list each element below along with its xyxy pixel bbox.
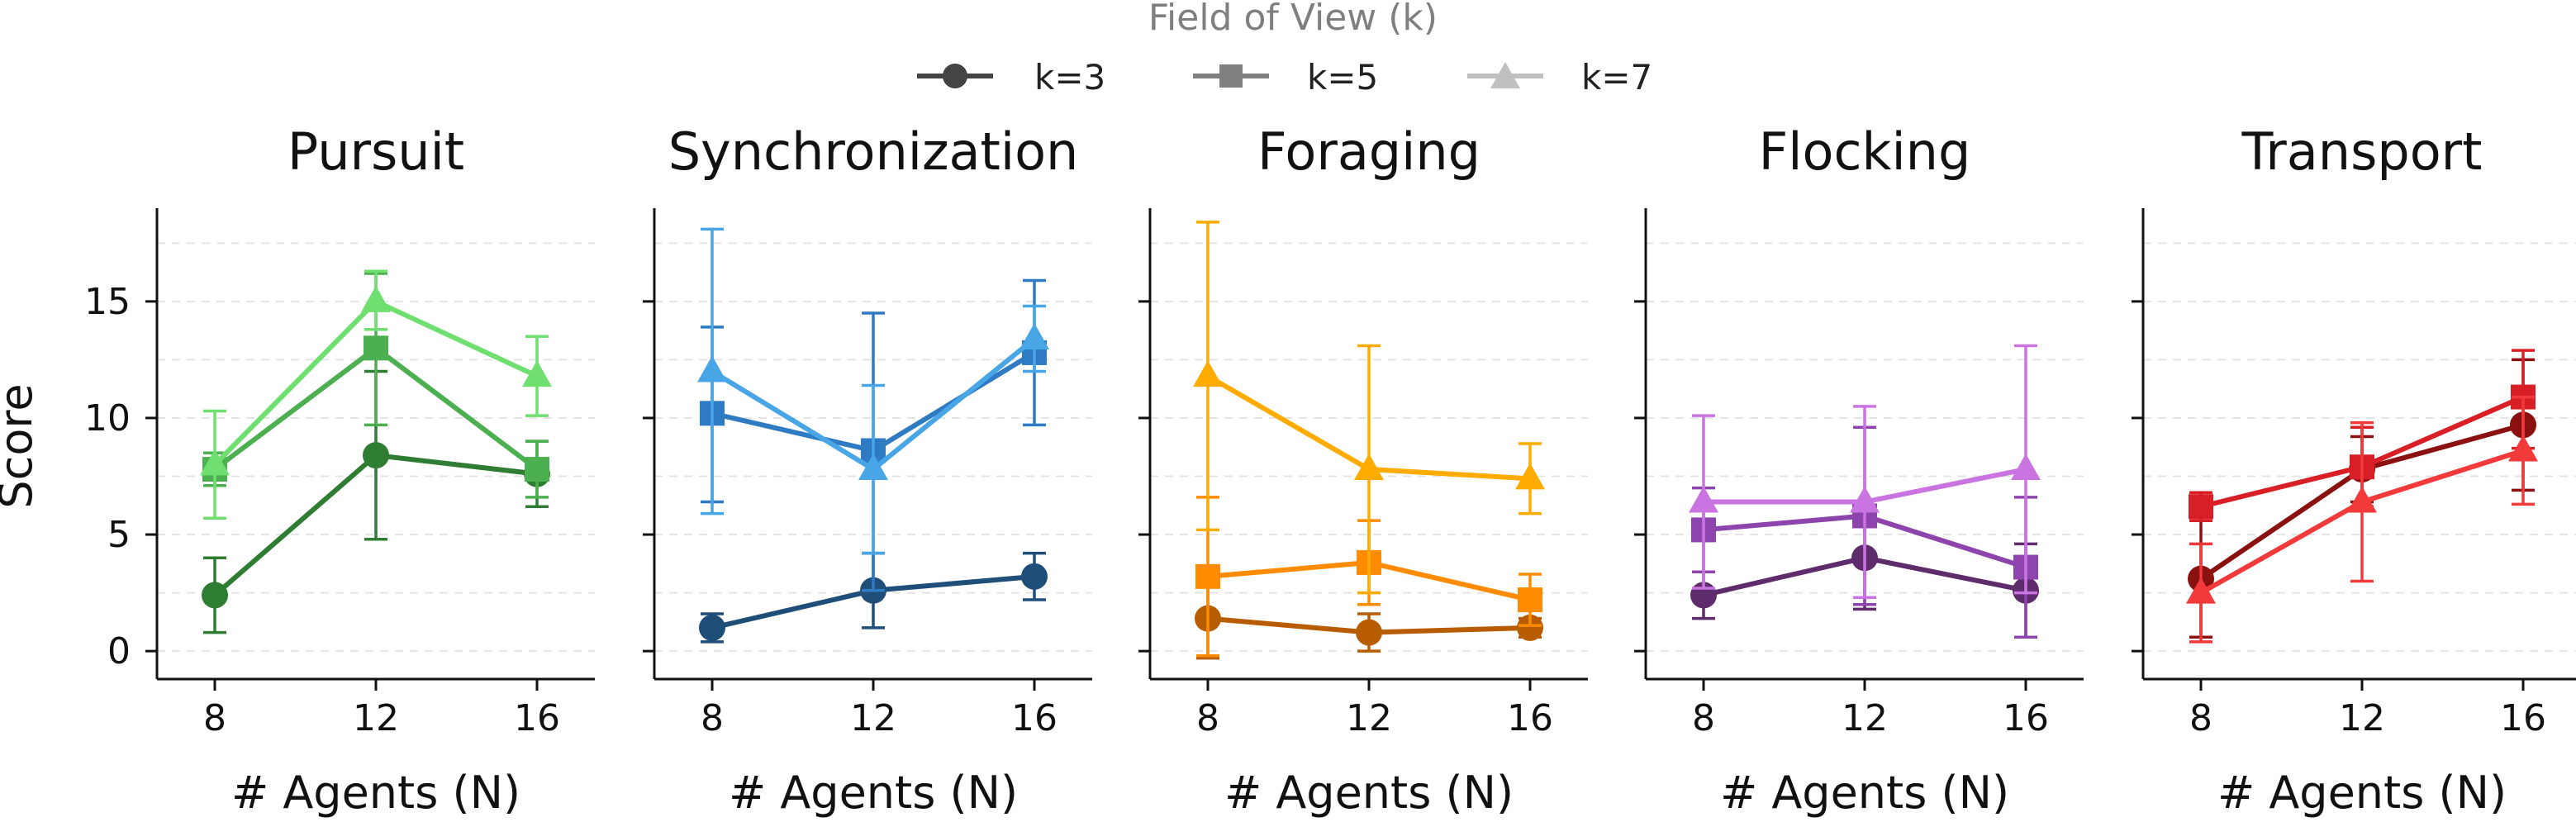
data-point-square — [1195, 563, 1220, 589]
series-triangle — [200, 269, 552, 520]
data-point-triangle — [361, 285, 391, 312]
x-tick-label: 16 — [2500, 697, 2546, 739]
data-point-triangle — [1515, 463, 1545, 490]
legend-marker-k3 — [943, 64, 967, 88]
panel-3: 8 12 16 Flocking # Agents (N) — [1634, 121, 2084, 819]
panel-0: 0 5 10 15 8 12 16 Pursuit # Agents (N) — [84, 121, 595, 819]
data-point-triangle — [1689, 486, 1718, 513]
x-axis-label: # Agents (N) — [1720, 767, 2009, 819]
y-tick-label: 5 — [107, 514, 131, 556]
series-triangle — [1193, 221, 1545, 595]
data-point-circle — [1021, 563, 1048, 590]
data-point-circle — [699, 614, 725, 641]
data-point-circle — [202, 582, 228, 609]
data-point-square — [364, 335, 388, 361]
x-tick-label: 8 — [701, 697, 724, 739]
x-axis-label: # Agents (N) — [231, 767, 520, 819]
series-triangle — [697, 227, 1049, 555]
legend-marker-k7 — [1490, 62, 1520, 88]
data-point-triangle — [2011, 454, 2041, 481]
panel-1: 8 12 16 Synchronization # Agents (N) — [643, 121, 1092, 819]
x-tick-label: 12 — [1842, 697, 1888, 739]
data-point-triangle — [697, 355, 727, 382]
legend-marker-k5 — [1219, 64, 1243, 88]
data-point-triangle — [2347, 486, 2377, 513]
data-point-triangle — [200, 449, 230, 476]
panel-title: Pursuit — [288, 121, 464, 182]
legend-entry-k3: k=3 — [917, 57, 1105, 97]
x-tick-label: 16 — [2003, 697, 2049, 739]
y-tick-label: 15 — [84, 281, 131, 323]
legend-entry-k5: k=5 — [1193, 57, 1378, 97]
panel-title: Transport — [2241, 121, 2483, 182]
data-point-triangle — [2186, 577, 2216, 604]
legend-entry-k7: k=7 — [1467, 57, 1652, 97]
legend: Field of View (k) k=3 k=5 k=7 — [917, 0, 1652, 97]
x-tick-label: 8 — [1692, 697, 1715, 739]
x-axis-label: # Agents (N) — [2217, 767, 2507, 819]
x-tick-label: 16 — [1011, 697, 1057, 739]
x-tick-label: 12 — [1346, 697, 1392, 739]
data-point-triangle — [858, 454, 888, 481]
y-axis-label: Score — [0, 383, 42, 508]
data-point-square — [2189, 494, 2213, 520]
x-tick-label: 12 — [850, 697, 896, 739]
series-triangle — [1689, 344, 2041, 599]
panel-title: Synchronization — [668, 121, 1079, 182]
legend-label-k5: k=5 — [1307, 57, 1378, 97]
x-tick-label: 12 — [2339, 697, 2385, 739]
data-point-circle — [1356, 619, 1382, 646]
legend-label-k3: k=3 — [1034, 57, 1105, 97]
panel-title: Flocking — [1759, 121, 1971, 182]
panel-title: Foraging — [1257, 121, 1480, 182]
legend-title: Field of View (k) — [1148, 0, 1438, 39]
data-point-circle — [363, 442, 389, 469]
data-point-triangle — [2508, 435, 2538, 462]
data-point-square — [1518, 587, 1542, 613]
panel-2: 8 12 16 Foraging # Agents (N) — [1138, 121, 1588, 819]
x-axis-label: # Agents (N) — [729, 767, 1018, 819]
data-point-circle — [1517, 614, 1543, 641]
x-tick-label: 8 — [203, 697, 226, 739]
x-tick-label: 8 — [1196, 697, 1219, 739]
x-tick-label: 8 — [2189, 697, 2212, 739]
y-tick-label: 10 — [84, 397, 131, 440]
series-square — [202, 272, 549, 499]
x-axis-label: # Agents (N) — [1224, 767, 1514, 819]
data-point-triangle — [522, 360, 552, 387]
x-tick-label: 16 — [514, 697, 560, 739]
panel-4: 8 12 16 Transport # Agents (N) — [2132, 121, 2576, 819]
x-tick-label: 12 — [353, 697, 399, 739]
data-point-triangle — [1019, 323, 1049, 350]
data-point-triangle — [1193, 360, 1223, 387]
legend-label-k7: k=7 — [1581, 57, 1652, 97]
data-point-triangle — [1354, 454, 1384, 481]
x-tick-label: 16 — [1507, 697, 1553, 739]
series-triangle — [2186, 395, 2538, 644]
data-point-triangle — [1850, 486, 1880, 513]
y-tick-label: 0 — [107, 630, 131, 672]
data-point-square — [525, 457, 549, 482]
